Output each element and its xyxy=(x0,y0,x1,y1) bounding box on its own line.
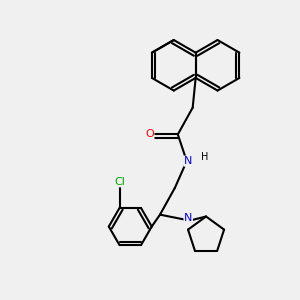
Text: N: N xyxy=(184,156,192,166)
Text: Cl: Cl xyxy=(114,177,125,187)
Text: N: N xyxy=(184,213,192,223)
Text: O: O xyxy=(145,129,154,140)
Text: H: H xyxy=(201,152,208,162)
